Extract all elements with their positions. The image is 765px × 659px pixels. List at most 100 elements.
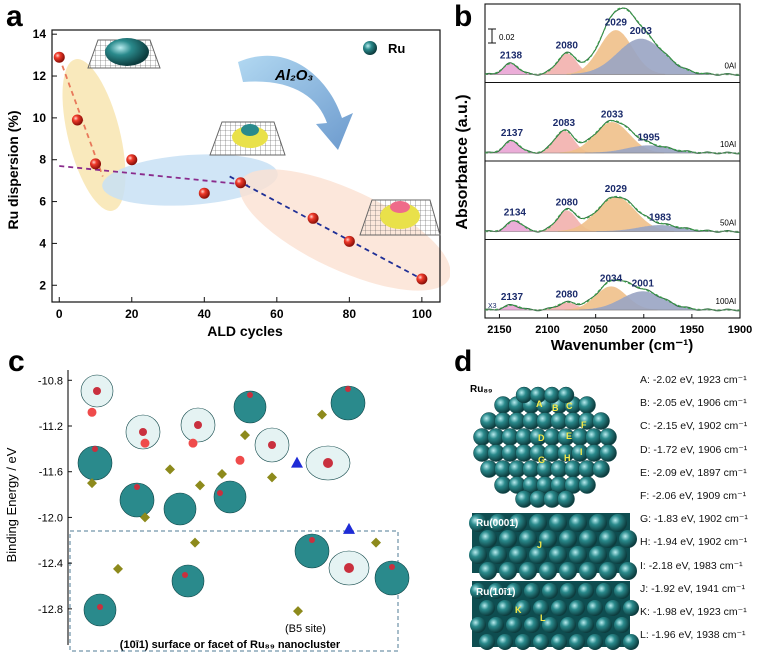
site-c: C bbox=[566, 401, 573, 411]
site-j: J bbox=[537, 540, 542, 550]
b5-site-point bbox=[343, 522, 355, 534]
surface-atom bbox=[489, 514, 507, 532]
surface-atom bbox=[579, 530, 597, 548]
legend-ru-label: Ru bbox=[388, 41, 405, 56]
site-l: L bbox=[540, 613, 546, 623]
surface-atom bbox=[623, 600, 639, 616]
peak-label: 1995 bbox=[637, 133, 660, 144]
bridge-site-point bbox=[165, 464, 175, 475]
ru-cluster-inset-2 bbox=[209, 121, 286, 156]
top-site-point bbox=[188, 438, 198, 448]
x-tick-label-b: 2050 bbox=[583, 324, 607, 336]
al2o3-arrow bbox=[238, 55, 353, 150]
surface-atom bbox=[524, 617, 540, 633]
surface-atom bbox=[559, 530, 577, 548]
site-energy-a: A: -2.02 eV, 1923 cm⁻¹ bbox=[640, 374, 747, 386]
legend-ru-marker bbox=[363, 41, 377, 55]
surface-atom bbox=[509, 514, 527, 532]
surface-atom bbox=[589, 514, 607, 532]
surface-atom bbox=[609, 514, 627, 532]
sample-name: 100Al bbox=[716, 297, 737, 306]
surface-atom bbox=[569, 514, 587, 532]
axes-c: -10.8 -11.2 -11.6 -12.0 -12.4 -12.8 bbox=[38, 370, 72, 645]
ru-atom bbox=[543, 386, 561, 404]
surface-atom bbox=[619, 562, 637, 580]
surface-atom bbox=[559, 562, 577, 580]
site-energy-l: L: -1.96 eV, 1938 cm⁻¹ bbox=[640, 629, 746, 642]
surface-atom bbox=[605, 634, 621, 650]
x-tick-label-a: 0 bbox=[56, 307, 63, 321]
peak-label: 1983 bbox=[649, 212, 672, 223]
top-site-point bbox=[235, 455, 245, 465]
b5-site-caption: (B5 site) bbox=[285, 623, 326, 635]
b5-site-point bbox=[291, 456, 303, 468]
peak-label: 2138 bbox=[500, 50, 523, 61]
bridge-site-point bbox=[195, 480, 205, 491]
peak-label: 2083 bbox=[553, 118, 576, 129]
site-k: K bbox=[515, 605, 522, 615]
x-tick-label-a: 60 bbox=[270, 307, 284, 321]
surface-atom bbox=[569, 600, 585, 616]
ru-atom bbox=[592, 412, 610, 430]
surface-atom bbox=[579, 562, 597, 580]
ru0001-surface bbox=[469, 514, 637, 580]
surface-atom bbox=[549, 514, 567, 532]
peak-label: 2001 bbox=[632, 279, 655, 290]
surface-atom bbox=[619, 530, 637, 548]
bridge-site-point bbox=[293, 606, 303, 617]
site-g: G bbox=[538, 455, 545, 465]
dispersion-point bbox=[90, 158, 102, 170]
y-tick-label-a: 12 bbox=[33, 69, 47, 83]
site-energy-e: E: -2.09 eV, 1897 cm⁻¹ bbox=[640, 466, 747, 479]
y-tick-label-a: 2 bbox=[39, 278, 46, 292]
bridge-site-point bbox=[140, 512, 150, 523]
axes-a: 0 20 40 60 80 100 2 4 6 8 10 12 14 bbox=[33, 27, 441, 321]
surface-atom bbox=[614, 617, 630, 633]
site-energy-h: H: -1.94 eV, 1902 cm⁻¹ bbox=[640, 536, 748, 549]
peak-label: 2080 bbox=[556, 41, 579, 52]
y-tick-label-a: 6 bbox=[39, 195, 46, 209]
surface-atom bbox=[479, 530, 497, 548]
peak-label: 2034 bbox=[600, 274, 623, 285]
surface-atom bbox=[539, 562, 557, 580]
ru-atom bbox=[578, 476, 596, 494]
ru0001-label: Ru(0001) bbox=[476, 518, 518, 529]
surface-atom bbox=[515, 634, 531, 650]
surface-atom bbox=[549, 546, 567, 564]
x-tick-label-b: 2100 bbox=[535, 324, 559, 336]
surface-atom bbox=[470, 583, 486, 599]
ru89-label: Ru₈₉ bbox=[470, 384, 493, 395]
site-h: H bbox=[564, 453, 571, 463]
top-site-point bbox=[87, 407, 97, 417]
ru-atom bbox=[515, 386, 533, 404]
surface-atom bbox=[533, 600, 549, 616]
surface-atom bbox=[506, 583, 522, 599]
peak-label: 2080 bbox=[556, 290, 579, 301]
peak-label: 2033 bbox=[601, 109, 624, 120]
surface-atom bbox=[469, 546, 487, 564]
surface-atom bbox=[509, 546, 527, 564]
panel-c-letter: c bbox=[8, 345, 25, 378]
ru-atom bbox=[578, 396, 596, 414]
envelope-fit bbox=[485, 195, 740, 233]
y-axis-label-b: Absorbance (a.u.) bbox=[454, 94, 471, 229]
scale-bar-label: 0.02 bbox=[499, 33, 515, 42]
surface-atom bbox=[479, 600, 495, 616]
surface-atom bbox=[489, 546, 507, 564]
surface-atom bbox=[533, 634, 549, 650]
peak-label: 2003 bbox=[630, 26, 653, 37]
surface-atom bbox=[539, 530, 557, 548]
y-tick-label-a: 4 bbox=[39, 236, 46, 250]
phase-2-shade bbox=[102, 154, 278, 206]
x-axis-label-b: Wavenumber (cm⁻¹) bbox=[551, 337, 693, 354]
site-i: I bbox=[580, 447, 583, 457]
ru-atom bbox=[599, 428, 617, 446]
bridge-site-point bbox=[113, 563, 123, 574]
dispersion-point bbox=[343, 235, 355, 247]
panel-b-letter: b bbox=[454, 0, 472, 33]
y-tick-label-c: -12.0 bbox=[38, 512, 63, 524]
scale-factor: X3 bbox=[488, 303, 497, 310]
site-energy-j: J: -1.92 eV, 1941 cm⁻¹ bbox=[640, 582, 745, 595]
peak-label: 2134 bbox=[504, 207, 527, 218]
surface-atom bbox=[623, 634, 639, 650]
